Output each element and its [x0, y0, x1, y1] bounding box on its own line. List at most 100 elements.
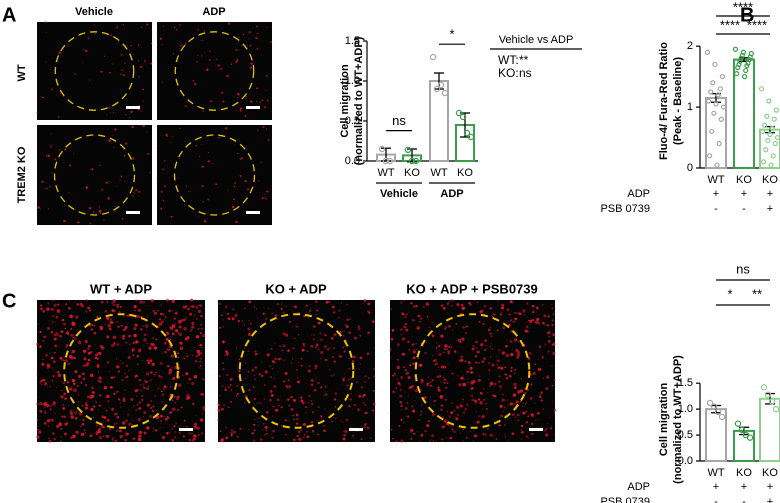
y-tick-label: 1.0 [678, 403, 693, 415]
speckle [475, 347, 477, 349]
speckle [264, 193, 266, 195]
speckle [232, 198, 235, 201]
speckle [514, 338, 518, 342]
speckle [219, 326, 222, 329]
speckle [127, 413, 130, 416]
speckle [533, 357, 535, 358]
x-tick-label: KO [762, 467, 778, 479]
speckle [164, 341, 167, 345]
speckle [68, 355, 73, 359]
speckle [352, 360, 355, 363]
speckle [244, 307, 246, 310]
speckle [343, 330, 345, 332]
data-point [710, 403, 718, 410]
speckle [295, 325, 298, 328]
speckle [199, 331, 202, 335]
speckle [230, 434, 233, 437]
speckle [248, 320, 250, 322]
speckle [308, 317, 310, 319]
speckle [70, 412, 72, 414]
speckle [530, 413, 534, 416]
speckle [81, 372, 85, 376]
speckle [236, 392, 239, 395]
speckle [257, 129, 259, 131]
speckle [341, 422, 343, 424]
speckle [485, 340, 487, 342]
speckle [76, 385, 79, 388]
speckle [117, 370, 120, 373]
speckle [391, 329, 395, 332]
speckle [47, 327, 50, 330]
speckle [193, 314, 196, 316]
speckle [459, 341, 462, 344]
data-point [404, 146, 412, 153]
y-tick-label: 1 [687, 101, 693, 113]
speckle [62, 359, 64, 362]
speckle [412, 409, 415, 413]
speckle [461, 306, 465, 310]
speckle [122, 74, 125, 77]
speckle [52, 402, 56, 406]
speckle [97, 316, 98, 318]
speckle [175, 29, 178, 31]
speckle [429, 396, 431, 398]
speckle [60, 330, 64, 334]
speckle [358, 394, 362, 398]
speckle [270, 376, 273, 378]
speckle [144, 324, 149, 328]
column-label: ADP [202, 6, 225, 18]
speckle [62, 407, 66, 411]
speckle [403, 366, 406, 368]
speckle [193, 425, 197, 429]
speckle [168, 373, 170, 375]
speckle [222, 385, 224, 387]
speckle [522, 309, 526, 313]
speckle [92, 391, 96, 395]
speckle [169, 411, 173, 414]
speckle [171, 366, 173, 369]
treatment-sign: - [714, 203, 718, 215]
speckle [124, 113, 127, 116]
speckle [181, 318, 185, 322]
y-axis-label: (normalized to WT+ADP) [672, 355, 684, 484]
speckle [168, 370, 172, 374]
speckle [478, 362, 480, 364]
speckle [197, 55, 199, 57]
speckle [552, 333, 556, 337]
speckle [109, 328, 112, 330]
y-axis-label: (Peak - Baseline) [672, 57, 684, 145]
speckle [285, 333, 289, 337]
speckle [313, 325, 316, 328]
speckle [464, 407, 468, 411]
speckle [45, 154, 48, 157]
speckle [248, 333, 251, 336]
speckle [254, 350, 257, 353]
speckle [320, 338, 323, 341]
speckle [143, 338, 147, 342]
data-point [734, 70, 740, 77]
speckle [403, 325, 406, 329]
speckle [525, 421, 529, 424]
row-label: WT [16, 64, 28, 81]
speckle [116, 320, 119, 323]
speckle [433, 399, 436, 403]
speckle [171, 135, 174, 138]
speckle [390, 356, 392, 358]
speckle [481, 407, 483, 409]
treatment-sign: + [741, 188, 747, 200]
speckle [316, 309, 319, 312]
speckle [80, 432, 85, 437]
speckle [71, 321, 75, 326]
speckle [307, 369, 311, 373]
speckle [133, 192, 136, 194]
speckle [42, 339, 45, 342]
speckle [170, 354, 174, 358]
dashed-circle [238, 313, 355, 429]
data-point [774, 134, 780, 141]
speckle [172, 52, 175, 55]
speckle [197, 353, 201, 356]
speckle [49, 404, 52, 408]
speckle [119, 307, 121, 309]
speckle [169, 141, 171, 143]
speckle [470, 394, 473, 397]
